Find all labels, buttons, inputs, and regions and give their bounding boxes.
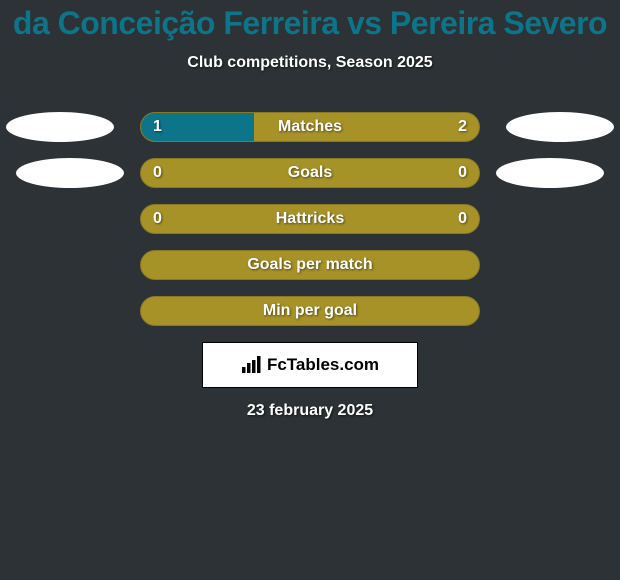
stat-right-value: 2 (458, 118, 467, 136)
stat-bar-min-per-goal: Min per goal (140, 296, 480, 326)
logo-label: FcTables.com (267, 355, 379, 375)
stat-label: Hattricks (141, 210, 479, 228)
date-label: 23 february 2025 (0, 402, 620, 420)
stat-label: Goals (141, 164, 479, 182)
stat-bar-matches: 1 Matches 2 (140, 112, 480, 142)
logo-box[interactable]: FcTables.com (202, 342, 418, 388)
player-avatar-left-2 (16, 158, 124, 188)
stat-label: Min per goal (141, 302, 479, 320)
stat-bar-hattricks: 0 Hattricks 0 (140, 204, 480, 234)
stat-bar-goals: 0 Goals 0 (140, 158, 480, 188)
player-avatar-left-1 (6, 112, 114, 142)
stat-label: Matches (141, 118, 479, 136)
stat-label: Goals per match (141, 256, 479, 274)
player-avatar-right-1 (506, 112, 614, 142)
chart-icon (241, 356, 263, 374)
stat-bar-goals-per-match: Goals per match (140, 250, 480, 280)
logo-text: FcTables.com (241, 355, 379, 375)
stat-right-value: 0 (458, 210, 467, 228)
page-title: da Conceição Ferreira vs Pereira Severo (0, 5, 620, 42)
player-avatar-right-2 (496, 158, 604, 188)
bars-column: 1 Matches 2 0 Goals 0 0 Hattricks 0 Goal… (140, 112, 480, 326)
subtitle: Club competitions, Season 2025 (0, 54, 620, 72)
stats-area: 1 Matches 2 0 Goals 0 0 Hattricks 0 Goal… (0, 112, 620, 326)
stat-right-value: 0 (458, 164, 467, 182)
main-container: da Conceição Ferreira vs Pereira Severo … (0, 0, 620, 420)
